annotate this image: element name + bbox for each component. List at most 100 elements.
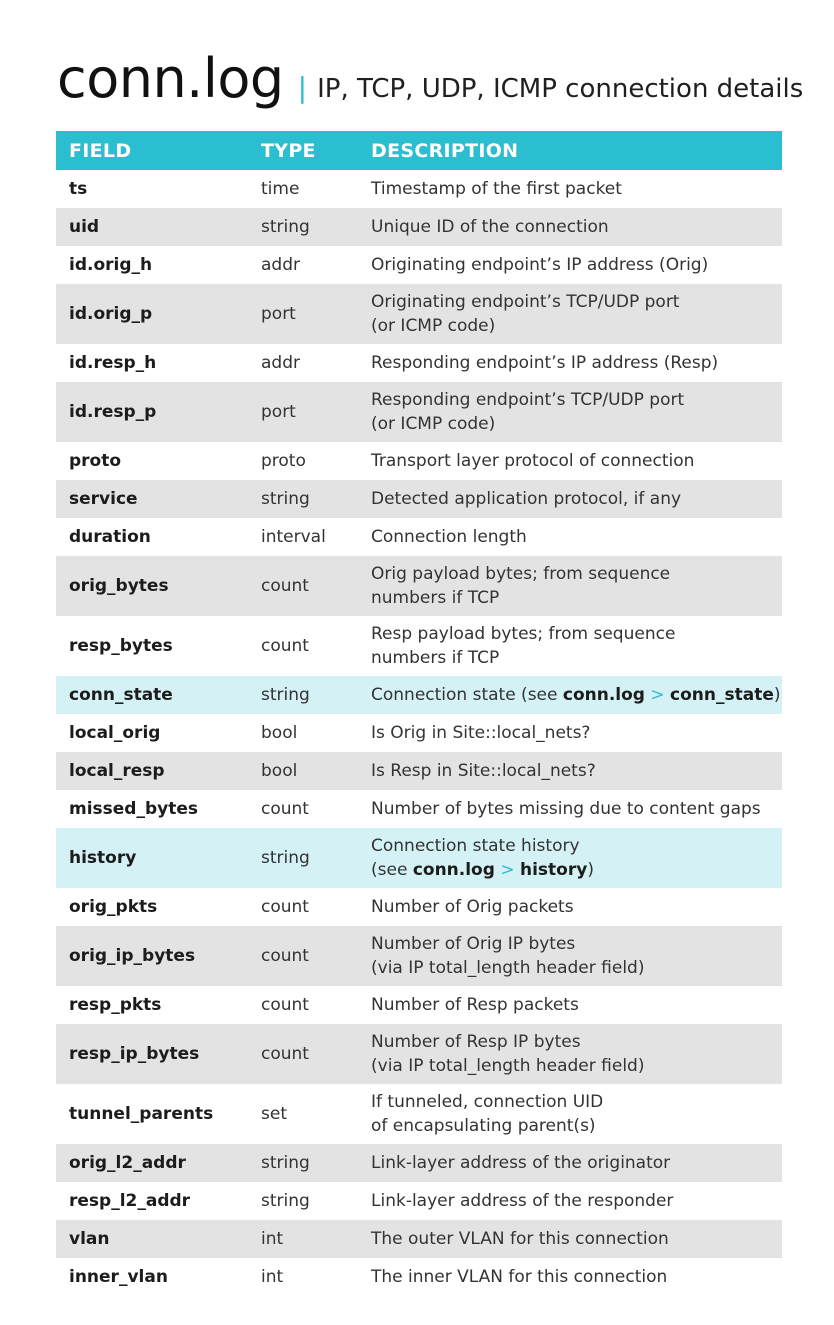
field-description-cell: Number of Resp packets <box>371 993 782 1017</box>
field-name-cell: orig_l2_addr <box>69 1153 186 1173</box>
reference-link-text: conn.log <box>412 860 495 880</box>
field-type-cell: count <box>261 799 309 819</box>
description-line: Responding endpoint’s IP address (Resp) <box>371 353 719 373</box>
field-type-cell: string <box>261 217 310 237</box>
table-row: service string Detected application protoc… <box>56 480 782 518</box>
field-type-cell: count <box>261 1044 309 1064</box>
field-description-cell: Originating endpoint’s IP address (Orig) <box>371 253 782 277</box>
breadcrumb-separator: > <box>650 685 665 705</box>
field-name-cell: orig_pkts <box>69 897 158 917</box>
page-subtitle: IP, TCP, UDP, ICMP connection details <box>317 74 804 104</box>
table-row: local_resp bool Is Resp in Site::local_net… <box>56 752 782 790</box>
field-name-cell: local_resp <box>69 761 165 781</box>
field-name-cell: duration <box>69 527 151 547</box>
field-type-cell: addr <box>261 353 300 373</box>
field-description-cell: Connection state history (see conn.log > … <box>371 834 782 882</box>
description-line: numbers if TCP <box>371 588 500 608</box>
field-name-cell: id.orig_p <box>69 304 153 324</box>
description-line: Connection state history <box>371 836 580 856</box>
description-line: Number of Orig packets <box>371 897 574 917</box>
reference-link-text: conn.log <box>562 685 645 705</box>
field-description-cell: The inner VLAN for this connection <box>371 1265 782 1289</box>
field-type-cell: addr <box>261 255 300 275</box>
description-line: (see conn.log > history) <box>371 860 594 880</box>
field-name-cell: uid <box>69 217 100 237</box>
description-line: Orig payload bytes; from sequence <box>371 564 671 584</box>
column-header-field: FIELD <box>69 139 132 162</box>
table-row: id.orig_h addr Originating endpoint’s IP a… <box>56 246 782 284</box>
title-divider: | <box>297 71 308 104</box>
field-description-cell: Responding endpoint’s TCP/UDP port (or IC… <box>371 388 782 436</box>
table-row: orig_l2_addr string Link-layer address of … <box>56 1144 782 1182</box>
field-type-cell: count <box>261 636 309 656</box>
field-name-cell: missed_bytes <box>69 799 199 819</box>
reference-link-text: history <box>519 860 588 880</box>
table-row: tunnel_parents set If tunneled, connection… <box>56 1084 782 1144</box>
field-type-cell: set <box>261 1104 287 1124</box>
field-name-cell: orig_ip_bytes <box>69 946 196 966</box>
column-header-description: DESCRIPTION <box>371 139 519 162</box>
description-line: Transport layer protocol of connection <box>371 451 695 471</box>
field-name-cell: conn_state <box>69 685 173 705</box>
table-row: inner_vlan int The inner VLAN for this con… <box>56 1258 782 1296</box>
field-type-cell: port <box>261 402 296 422</box>
field-type-cell: time <box>261 179 300 199</box>
field-name-cell: inner_vlan <box>69 1267 168 1287</box>
table-row: uid string Unique ID of the connection <box>56 208 782 246</box>
field-description-cell: Is Orig in Site::local_nets? <box>371 721 782 745</box>
table-header: FIELD TYPE DESCRIPTION <box>56 131 782 170</box>
field-description-cell: Number of Orig IP bytes (via IP total_len… <box>371 932 782 980</box>
description-line: The inner VLAN for this connection <box>371 1267 668 1287</box>
field-name-cell: history <box>69 848 137 868</box>
field-name-cell: vlan <box>69 1229 110 1249</box>
field-name-cell: local_orig <box>69 723 161 743</box>
field-name-cell: id.orig_h <box>69 255 153 275</box>
field-type-cell: count <box>261 897 309 917</box>
field-type-cell: port <box>261 304 296 324</box>
field-description-cell: If tunneled, connection UID of encapsulat… <box>371 1090 782 1138</box>
table-row: resp_bytes count Resp payload bytes; from … <box>56 616 782 676</box>
description-line: The outer VLAN for this connection <box>371 1229 669 1249</box>
description-line: Is Resp in Site::local_nets? <box>371 761 596 781</box>
description-line: Originating endpoint’s TCP/UDP port <box>371 292 680 312</box>
table-row: ts time Timestamp of the first packet <box>56 170 782 208</box>
field-type-cell: bool <box>261 761 298 781</box>
field-description-cell: Connection length <box>371 525 782 549</box>
table-row: orig_ip_bytes count Number of Orig IP byte… <box>56 926 782 986</box>
table-row: history string Connection state history (se… <box>56 828 782 888</box>
description-line: (via IP total_length header field) <box>371 1056 645 1076</box>
field-description-cell: Transport layer protocol of connection <box>371 449 782 473</box>
field-type-cell: int <box>261 1267 284 1287</box>
table-row: resp_ip_bytes count Number of Resp IP byte… <box>56 1024 782 1084</box>
field-name-cell: proto <box>69 451 122 471</box>
field-description-cell: Unique ID of the connection <box>371 215 782 239</box>
field-type-cell: string <box>261 489 310 509</box>
description-line: Link-layer address of the originator <box>371 1153 671 1173</box>
field-description-cell: Number of Resp IP bytes (via IP total_len… <box>371 1030 782 1078</box>
table-row: proto proto Transport layer protocol of co… <box>56 442 782 480</box>
field-description-cell: Number of Orig packets <box>371 895 782 919</box>
description-line: If tunneled, connection UID <box>371 1092 604 1112</box>
field-description-cell: Link-layer address of the originator <box>371 1151 782 1175</box>
field-type-cell: string <box>261 1153 310 1173</box>
table-row: id.orig_p port Originating endpoint’s TCP/… <box>56 284 782 344</box>
description-line: Detected application protocol, if any <box>371 489 682 509</box>
table-row: orig_pkts count Number of Orig packets <box>56 888 782 926</box>
table-row: conn_state string Connection state (see co… <box>56 676 782 714</box>
table-row: id.resp_p port Responding endpoint’s TCP/U… <box>56 382 782 442</box>
field-type-cell: int <box>261 1229 284 1249</box>
field-name-cell: resp_bytes <box>69 636 173 656</box>
field-name-cell: service <box>69 489 138 509</box>
page-title: conn.log <box>57 47 284 110</box>
description-line: Is Orig in Site::local_nets? <box>371 723 591 743</box>
table-row: orig_bytes count Orig payload bytes; from … <box>56 556 782 616</box>
field-name-cell: ts <box>69 179 88 199</box>
table-row: missed_bytes count Number of bytes missing… <box>56 790 782 828</box>
description-line: Originating endpoint’s IP address (Orig) <box>371 255 709 275</box>
field-description-cell: Connection state (see conn.log > conn_st… <box>371 683 782 707</box>
field-name-cell: resp_ip_bytes <box>69 1044 200 1064</box>
description-line: Connection length <box>371 527 527 547</box>
field-type-cell: proto <box>261 451 306 471</box>
field-name-cell: resp_l2_addr <box>69 1191 191 1211</box>
